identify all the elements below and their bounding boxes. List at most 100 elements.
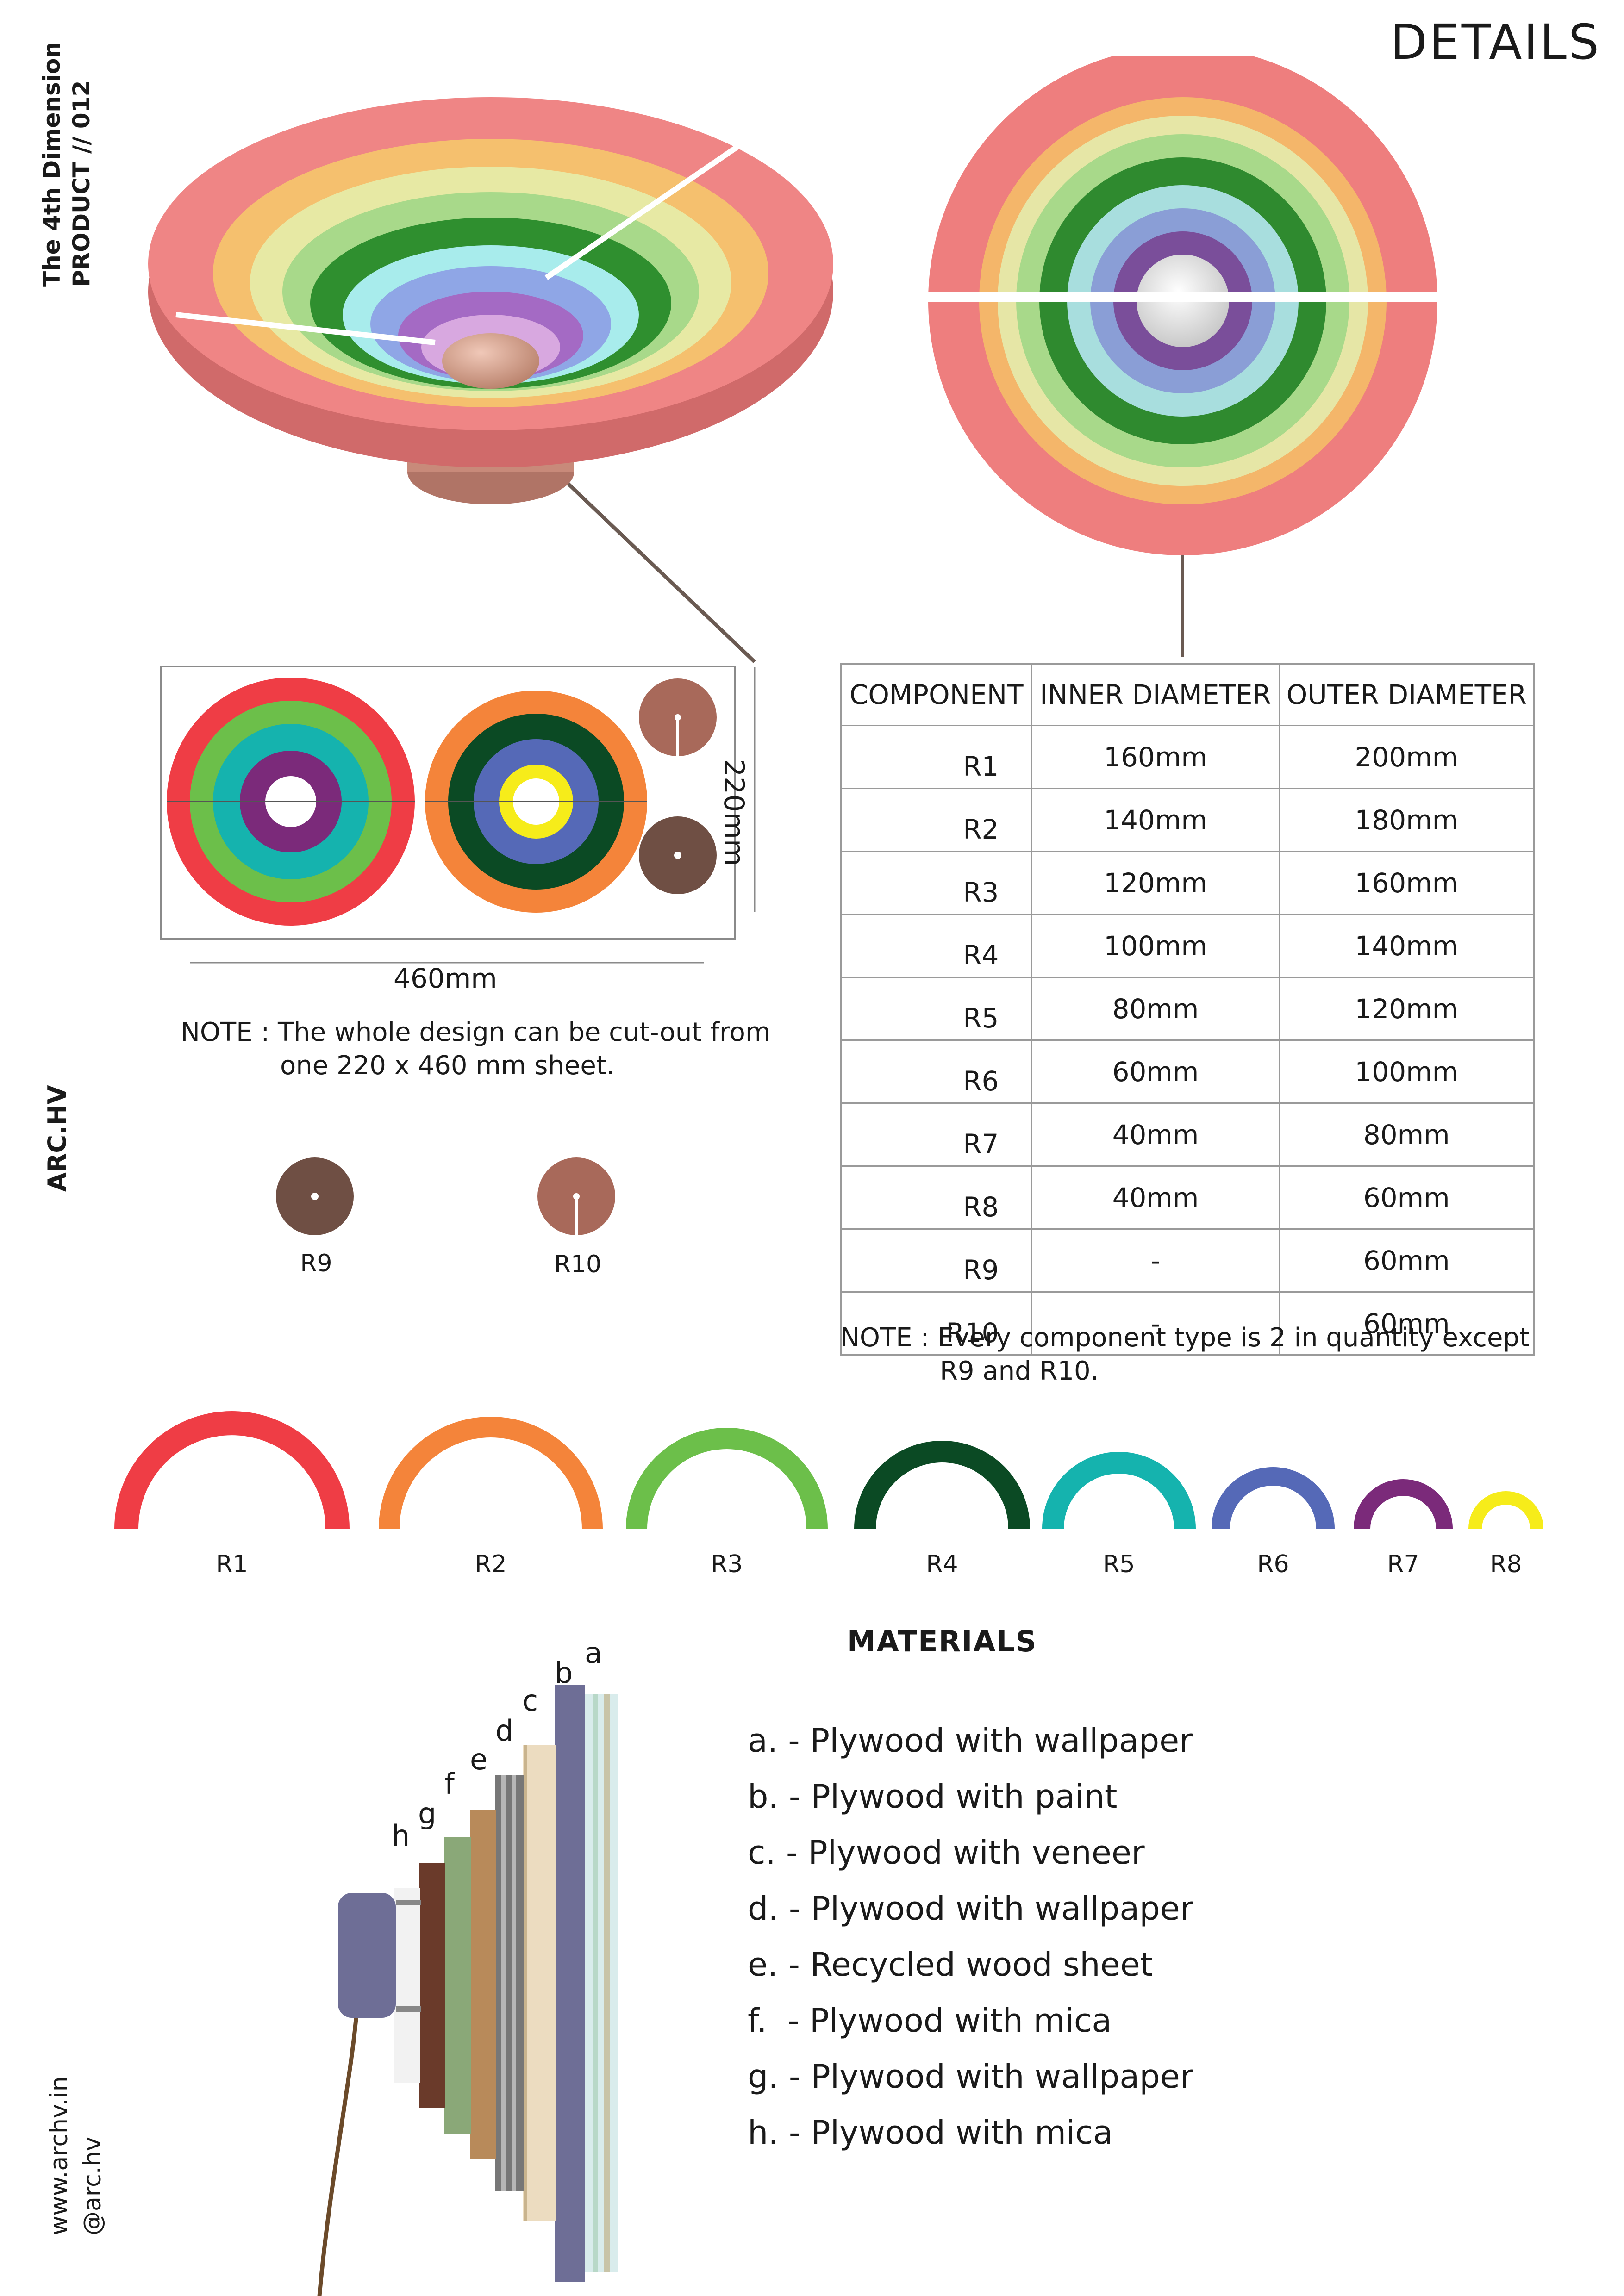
ring-r1 [114,1411,350,1529]
layer-c [523,1745,556,2221]
table-row: R3 120mm 160mm [840,851,1535,915]
table-row: R4 100mm 140mm [840,914,1535,978]
brand-name: ARC.HV [43,1085,72,1192]
cell-inner: - [1031,1291,1280,1356]
table-row: R8 40mm 60mm [840,1165,1535,1230]
page-title: DETAILS [1390,14,1601,70]
ring-r3 [626,1428,828,1529]
material-item-b: b. - Plywood with paint [748,1778,1118,1816]
materials-side-view [317,1685,618,2296]
sheet-note: NOTE : The whole design can be cut-out f… [181,1016,770,1083]
side-cable [317,2013,359,2296]
cell-component: R7 [840,1102,1033,1167]
cell-outer: 140mm [1278,914,1535,978]
cell-outer: 60mm [1278,1228,1535,1293]
sheet-note-line2: one 220 x 460 mm sheet. [280,1051,615,1081]
materials-title: MATERIALS [847,1624,1037,1658]
table-row: R2 140mm 180mm [840,788,1535,852]
table-row: R6 60mm 100mm [840,1039,1535,1104]
sheet-note-line1: NOTE : The whole design can be cut-out f… [181,1017,771,1047]
material-item-g: g. - Plywood with wallpaper [748,2058,1193,2096]
cable-line [545,461,756,663]
material-item-d: d. - Plywood with wallpaper [748,1890,1193,1928]
layer-b [555,1685,585,2282]
split-gap [917,292,1449,302]
cell-inner: 100mm [1031,914,1280,978]
cell-outer: 200mm [1278,725,1535,789]
cell-inner: 40mm [1031,1102,1280,1167]
table-row: R1 160mm 200mm [840,725,1535,789]
sheet-width-label: 460mm [394,963,497,994]
material-item-e: e. - Recycled wood sheet [748,1946,1153,1984]
layer-letter-b: b [555,1656,573,1690]
table-note-line2: R9 and R10. [940,1356,1099,1386]
contact-block: www.archv.in @arc.hv [43,2076,109,2235]
cell-outer: 160mm [1278,851,1535,915]
ring-r4 [854,1441,1030,1529]
header-outer: OUTER DIAMETER [1278,663,1535,726]
layer-letter-a: a [585,1636,602,1670]
ring-r7 [1354,1479,1453,1529]
website-text: www.archv.in [45,2076,73,2235]
layer-f [444,1837,471,2134]
table-row: R5 80mm 120mm [840,977,1535,1041]
project-line-1: The 4th Dimension [38,42,65,287]
ring-r7-label: R7 [1387,1550,1419,1578]
cell-inner: - [1031,1228,1280,1293]
project-id: The 4th Dimension PRODUCT // 012 [37,42,96,287]
material-item-c: c. - Plywood with veneer [748,1834,1145,1872]
ring-r2-label: R2 [475,1550,507,1578]
bulb-holder [338,1893,396,2018]
cell-outer: 120mm [1278,977,1535,1041]
cell-component: R9 [840,1228,1033,1293]
layer-letter-g: g [418,1797,437,1830]
layer-letter-d: d [495,1714,514,1748]
perspective-render [148,97,833,663]
table-note-line1: NOTE : Every component type is 2 in quan… [840,1323,1530,1353]
cell-outer: 60mm [1278,1291,1535,1356]
ring-r3-label: R3 [711,1550,743,1578]
handle-text: @arc.hv [79,2137,106,2235]
component-table: COMPONENT INNER DIAMETER OUTER DIAMETER … [840,663,1535,1356]
cell-outer: 80mm [1278,1102,1535,1167]
part-r9-label: R9 [300,1250,332,1277]
header-component: COMPONENT [840,663,1033,726]
cell-inner: 80mm [1031,977,1280,1041]
cell-outer: 60mm [1278,1165,1535,1230]
ring-r5 [1042,1452,1196,1529]
ring-r2 [379,1417,603,1529]
layer-h [394,1888,420,2083]
layer-letter-c: c [522,1684,538,1717]
cell-component: R1 [840,725,1033,789]
layer-letter-f: f [444,1767,455,1801]
ring-r8 [1468,1491,1543,1529]
table-note: NOTE : Every component type is 2 in quan… [840,1321,1530,1388]
cutting-sheet-diagram [160,666,756,964]
front-render [917,56,1449,657]
table-row: R7 40mm 80mm [840,1102,1535,1167]
cell-component: R4 [840,914,1033,978]
cell-component: R3 [840,851,1033,915]
layer-g [419,1863,445,2108]
ring-r1-label: R1 [216,1550,248,1578]
cell-component: R8 [840,1165,1033,1230]
material-item-h: h. - Plywood with mica [748,2114,1113,2152]
layer-e [470,1810,496,2159]
cell-inner: 40mm [1031,1165,1280,1230]
header-inner: INNER DIAMETER [1031,663,1280,726]
cell-outer: 180mm [1278,788,1535,852]
ring-r4-label: R4 [926,1550,958,1578]
cell-outer: 100mm [1278,1039,1535,1104]
cell-component: R10 [840,1291,1033,1356]
ring-r8-label: R8 [1490,1550,1522,1578]
material-item-f: f. - Plywood with mica [748,2002,1112,2040]
cell-inner: 160mm [1031,725,1280,789]
table-row: R9-60mm [840,1228,1535,1293]
material-item-a: a. - Plywood with wallpaper [748,1722,1193,1760]
cell-component: R5 [840,977,1033,1041]
table-row: R10-60mm [840,1291,1535,1356]
sheet-height-label: 220mm [718,759,750,866]
layer-letter-h: h [392,1819,410,1853]
cell-component: R6 [840,1039,1033,1104]
part-r10-label: R10 [554,1251,602,1278]
